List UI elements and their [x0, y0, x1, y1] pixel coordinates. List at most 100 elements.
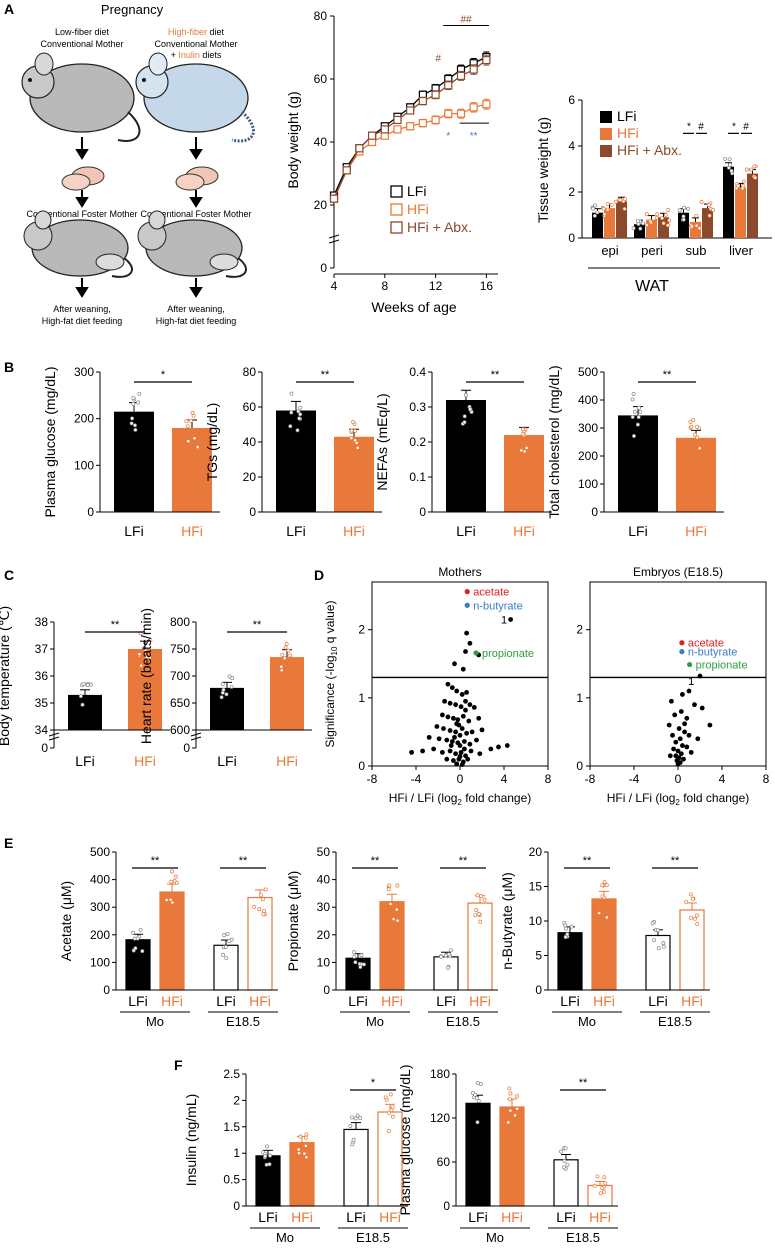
diet-text: diet — [207, 27, 225, 37]
chart-C_hr: 600 650 700 750 800 0 Heart rate (beats/min) LF… — [138, 608, 312, 769]
x-category-label: LFi — [346, 1209, 365, 1225]
x-category-label: LFi — [75, 753, 94, 769]
high-fiber-text: High-fiber — [168, 27, 207, 37]
data-point — [600, 894, 605, 899]
data-point — [469, 729, 475, 735]
data-point — [449, 739, 455, 744]
y-tick-label: 36 — [35, 669, 49, 683]
data-point — [706, 203, 711, 208]
significance-label: * — [371, 1077, 376, 1089]
data-point — [298, 412, 303, 417]
data-point — [221, 687, 226, 692]
y-tick-label: 700 — [170, 669, 190, 683]
data-point — [467, 741, 473, 747]
data-point — [630, 397, 635, 402]
x-category-label: liver — [729, 243, 754, 258]
data-point — [351, 1137, 356, 1142]
x-category-label: LFi — [128, 993, 147, 1009]
data-point — [742, 179, 746, 184]
data-point — [168, 897, 173, 902]
data-point — [632, 409, 637, 414]
x-category-label: LFi — [217, 753, 236, 769]
x-category-label: LFi — [348, 993, 367, 1009]
x-axis-label-pre: HFi / LFi (log — [389, 791, 458, 805]
y-tick-label: 400 — [90, 873, 110, 887]
data-marker — [367, 131, 377, 140]
data-point — [457, 754, 463, 759]
data-point — [131, 401, 136, 406]
data-point — [695, 922, 700, 927]
data-point — [143, 649, 148, 653]
data-point — [622, 197, 627, 202]
x-category-label: LFi — [560, 993, 579, 1009]
data-point — [618, 198, 623, 202]
data-point — [670, 732, 675, 738]
data-point — [456, 722, 462, 728]
data-point — [689, 224, 694, 229]
x-category-label: HFi — [181, 523, 203, 539]
y-axis-label: Plasma glucose (mg/dL) — [42, 367, 58, 518]
x-category-label: sub — [686, 243, 707, 258]
data-marker — [418, 96, 427, 106]
data-point — [471, 704, 477, 710]
data-point — [303, 1135, 308, 1140]
data-point — [521, 427, 525, 432]
data-point — [631, 226, 636, 231]
panel-label-c: C — [4, 567, 14, 583]
y-tick-label: 0 — [320, 261, 327, 275]
foster-mouse-left-icon — [23, 210, 133, 278]
y-tick-label: 500 — [578, 365, 598, 379]
data-point — [224, 955, 229, 960]
x-category-label: HFi — [469, 993, 491, 1009]
data-point — [452, 734, 457, 740]
data-point — [692, 702, 697, 708]
data-point — [227, 939, 232, 944]
data-point — [348, 1123, 353, 1128]
group-label: Mo — [578, 1014, 596, 1029]
data-point — [600, 883, 605, 888]
data-point — [303, 1143, 308, 1148]
data-point — [478, 1082, 483, 1086]
foster-mouse-right-icon — [137, 210, 247, 278]
data-point — [169, 879, 174, 884]
data-point — [451, 758, 456, 763]
bar-lfi — [618, 415, 658, 512]
data-point — [394, 907, 399, 912]
x-tick-label: 8 — [763, 772, 770, 786]
data-point — [559, 1149, 564, 1154]
data-point — [688, 419, 693, 424]
y-tick-label: 650 — [170, 696, 190, 710]
data-point — [263, 1154, 268, 1159]
data-point — [257, 907, 262, 912]
data-point — [140, 949, 145, 954]
legend-swatch — [390, 221, 403, 234]
data-point — [136, 400, 141, 405]
data-point — [457, 743, 463, 748]
y-tick-label: 0 — [568, 231, 575, 245]
data-point — [729, 168, 734, 173]
data-point — [454, 688, 460, 694]
data-point — [688, 749, 694, 755]
data-point — [638, 409, 643, 414]
data-point — [496, 744, 501, 750]
y-axis-label: Total cholesterol (mg/dL) — [546, 365, 562, 518]
data-point — [440, 749, 445, 755]
data-point — [358, 1116, 363, 1121]
panel-label-a: A — [4, 1, 14, 17]
y-tick-label: 800 — [170, 615, 190, 629]
data-point — [298, 405, 303, 410]
group-label: Mo — [366, 1014, 384, 1029]
data-point — [135, 936, 140, 941]
data-point — [387, 1110, 392, 1115]
y-tick-label: 200 — [90, 928, 110, 942]
data-point — [666, 208, 671, 212]
bar-peri-0 — [634, 224, 645, 238]
x-category-label: HFi — [381, 993, 403, 1009]
x-category-label: HFi — [249, 993, 271, 1009]
data-point — [603, 1181, 608, 1186]
bar-lfi-mo — [125, 939, 151, 991]
chart-B_nefas: 0 0.1 0.2 0.3 0.4 NEFAs (mEq/L) LFi HFi ** — [374, 365, 552, 539]
data-point — [454, 761, 460, 767]
data-point — [689, 915, 694, 920]
